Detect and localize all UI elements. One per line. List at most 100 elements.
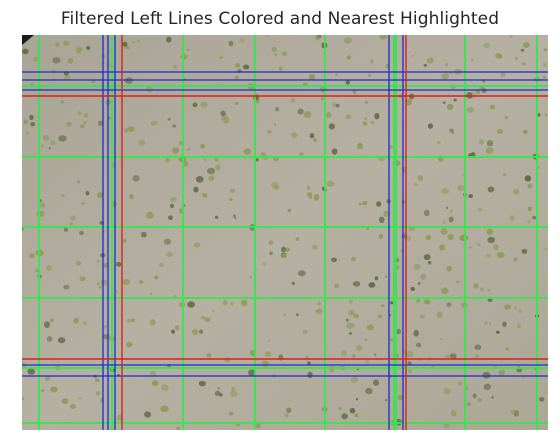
cell-speck (539, 397, 545, 402)
cell-speck (146, 211, 154, 219)
cell-speck (372, 379, 380, 386)
cell-speck (36, 210, 45, 217)
cell-speck (43, 321, 51, 329)
cell-speck (510, 35, 513, 38)
cell-speck (364, 338, 368, 342)
cell-speck (299, 152, 304, 156)
cell-speck (229, 411, 234, 416)
cell-speck (370, 120, 375, 125)
cell-speck (365, 387, 373, 395)
dark-corner (22, 35, 34, 45)
cell-speck (175, 325, 180, 331)
cell-speck (70, 215, 76, 221)
cell-speck (544, 247, 548, 251)
cell-speck (307, 371, 313, 379)
cell-speck (362, 201, 368, 206)
cell-speck (320, 97, 324, 101)
cell-speck (168, 215, 173, 221)
cell-speck (426, 57, 434, 64)
cell-speck (468, 246, 472, 249)
cell-speck (513, 306, 518, 310)
cell-speck (449, 209, 453, 213)
cell-speck (154, 275, 159, 280)
cell-speck (46, 336, 53, 342)
cell-speck (124, 128, 128, 133)
cell-speck (57, 337, 66, 344)
cell-speck (315, 309, 320, 314)
cell-speck (504, 115, 509, 120)
cell-speck (349, 407, 356, 414)
cell-speck (527, 220, 531, 224)
cell-speck (63, 227, 69, 232)
cell-speck (479, 287, 485, 292)
cell-speck (240, 299, 248, 307)
cell-speck (377, 314, 383, 319)
cell-speck (40, 202, 46, 208)
cell-speck (222, 116, 230, 124)
cell-speck (23, 119, 28, 125)
cell-speck (50, 140, 56, 146)
cell-speck (65, 121, 72, 127)
cell-speck (187, 148, 191, 151)
cell-speck (410, 286, 415, 291)
cell-speck (543, 48, 548, 52)
cell-speck (117, 414, 123, 421)
cell-speck (446, 103, 454, 111)
cell-speck (239, 38, 245, 43)
cell-speck (290, 98, 295, 103)
cell-speck (446, 206, 449, 210)
cell-speck (378, 216, 385, 224)
cell-speck (200, 143, 206, 149)
cell-speck (103, 325, 108, 329)
cell-speck (456, 280, 460, 284)
cell-speck (331, 148, 338, 155)
cell-speck (428, 260, 432, 265)
cell-speck (355, 397, 359, 401)
cell-speck (49, 318, 55, 323)
cell-speck (441, 188, 449, 195)
cell-speck (423, 299, 431, 305)
cell-speck (345, 318, 349, 322)
cell-speck (477, 207, 483, 212)
cell-speck (397, 394, 403, 401)
cell-speck (481, 88, 487, 93)
cell-speck (220, 110, 226, 117)
cell-speck (171, 329, 175, 334)
cell-speck (75, 261, 82, 266)
cell-speck (483, 42, 491, 49)
cell-speck (281, 253, 287, 259)
cell-speck (309, 196, 313, 200)
cell-speck (356, 345, 363, 352)
cell-speck (365, 360, 370, 364)
cell-speck (204, 158, 207, 162)
cell-speck (516, 323, 522, 329)
cell-speck (351, 353, 356, 358)
cell-speck (487, 186, 495, 193)
cell-speck (306, 185, 311, 191)
cell-speck (78, 396, 82, 400)
cell-speck (358, 202, 362, 206)
cell-speck (444, 354, 450, 359)
cell-speck (383, 210, 389, 218)
cell-speck (295, 237, 300, 241)
cell-speck (487, 289, 490, 292)
cell-speck (50, 386, 58, 393)
cell-speck (364, 100, 369, 104)
cell-speck (274, 53, 278, 57)
cell-speck (144, 411, 152, 418)
cell-speck (242, 64, 250, 70)
cell-speck (446, 265, 452, 272)
cell-speck (214, 215, 219, 220)
cell-speck (343, 37, 352, 44)
cell-speck (166, 36, 172, 43)
cell-speck (76, 179, 80, 184)
cell-speck (408, 369, 413, 374)
cell-speck (122, 41, 128, 47)
cell-speck (486, 253, 491, 258)
cell-speck (306, 192, 313, 198)
cell-speck (269, 251, 273, 256)
cell-speck (348, 309, 355, 316)
cell-speck (169, 203, 175, 209)
cell-speck (234, 75, 239, 80)
cell-speck (173, 64, 178, 69)
